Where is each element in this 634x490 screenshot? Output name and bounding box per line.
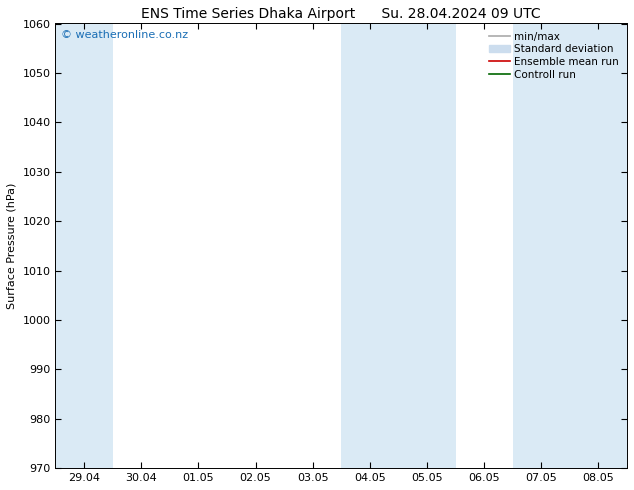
Bar [570,24,627,468]
Legend: min/max, Standard deviation, Ensemble mean run, Controll run: min/max, Standard deviation, Ensemble me… [486,29,622,83]
Title: ENS Time Series Dhaka Airport      Su. 28.04.2024 09 UTC: ENS Time Series Dhaka Airport Su. 28.04.… [141,7,541,21]
Y-axis label: Surface Pressure (hPa): Surface Pressure (hPa) [7,183,17,309]
Bar [513,24,570,468]
Text: © weatheronline.co.nz: © weatheronline.co.nz [61,30,188,40]
Bar [341,24,398,468]
Bar [56,24,113,468]
Bar [398,24,456,468]
